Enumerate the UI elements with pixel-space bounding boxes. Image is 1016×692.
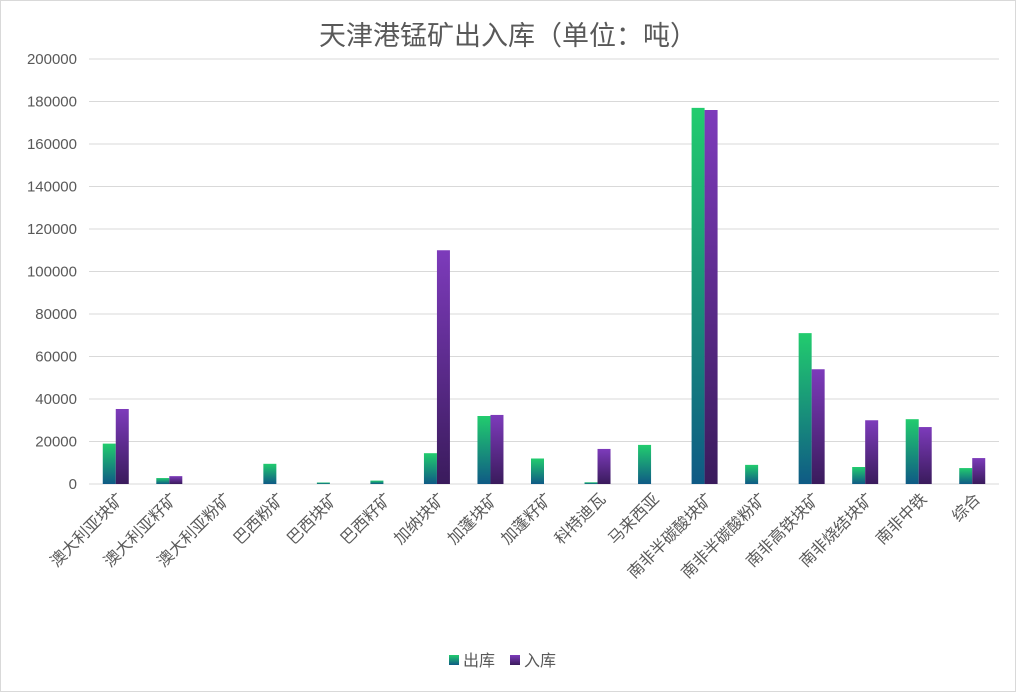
bar-outbound [102,443,116,484]
bar-outbound [852,467,866,484]
bar-inbound [865,420,879,484]
bar-outbound [370,480,384,484]
bar-inbound [811,369,825,484]
y-tick-label: 120000 [27,221,77,238]
bar-outbound [316,482,330,484]
bar-outbound [423,453,437,484]
bar-inbound [115,408,129,484]
legend-swatch [510,655,520,665]
legend-swatch [449,655,459,665]
y-tick-label: 180000 [27,94,77,111]
y-tick-label: 60000 [35,349,77,366]
chart-title: 天津港锰矿出入库（单位：吨） [319,21,697,52]
y-tick-label: 100000 [27,264,77,281]
legend-label: 入库 [524,651,556,670]
bars [102,107,986,484]
bar-inbound [597,448,611,484]
bar-outbound [156,478,170,484]
y-tick-label: 200000 [27,51,77,68]
bar-outbound [531,458,544,484]
bar-outbound [798,333,812,484]
bar-outbound [263,463,277,484]
legend: 出库 入库 [449,651,556,670]
y-tick-label: 0 [69,476,77,493]
bar-outbound [905,419,919,484]
bar-inbound [436,250,450,484]
bar-outbound [745,464,759,484]
y-tick-label: 20000 [35,434,77,451]
gridlines [89,58,999,485]
y-tick-label: 40000 [35,391,77,408]
y-tick-label: 80000 [35,306,77,323]
bar-outbound [959,468,973,484]
y-tick-label: 160000 [27,136,77,153]
y-tick-label: 140000 [27,179,77,196]
bar-inbound [490,414,504,484]
bar-outbound [584,482,598,484]
bar-inbound [972,458,986,484]
bar-outbound [638,444,652,484]
bar-outbound [691,107,705,484]
y-axis-tick-labels: 0 20000 40000 60000 80000 100000 120000 140000 1… [27,51,77,493]
bar-inbound [704,110,718,484]
bar-inbound [169,476,183,484]
bar-inbound [918,427,932,484]
bar-outbound [477,416,491,484]
legend-label: 出库 [463,651,495,670]
